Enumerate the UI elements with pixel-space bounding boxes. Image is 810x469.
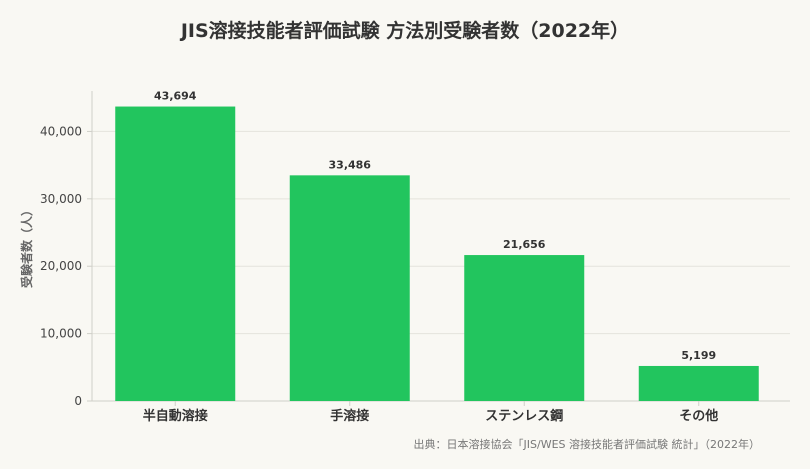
y-tick-label: 20,000 [40,259,82,273]
data-label: 33,486 [329,158,372,171]
chart-title: JIS溶接技能者評価試験 方法別受験者数（2022年） [180,20,630,42]
source-note: 出典：日本溶接協会「JIS/WES 溶接技能者評価試験 統計」（2022年） [413,438,760,451]
x-tick-label: ステンレス鋼 [485,408,563,424]
x-tick-label: 半自動溶接 [143,408,208,424]
y-tick-label: 0 [74,394,82,408]
data-label: 43,694 [154,90,197,103]
bar [638,365,759,401]
y-axis-label: 受験者数（人） [19,204,34,288]
bar [289,175,410,401]
bar [464,255,585,401]
y-tick-label: 40,000 [40,124,82,138]
data-label: 5,199 [681,349,716,362]
x-tick-label: その他 [679,408,718,424]
y-tick-label: 10,000 [40,327,82,341]
data-label: 21,656 [503,238,546,251]
y-tick-label: 30,000 [40,192,82,206]
bar [115,106,236,401]
x-tick-label: 手溶接 [330,408,369,424]
